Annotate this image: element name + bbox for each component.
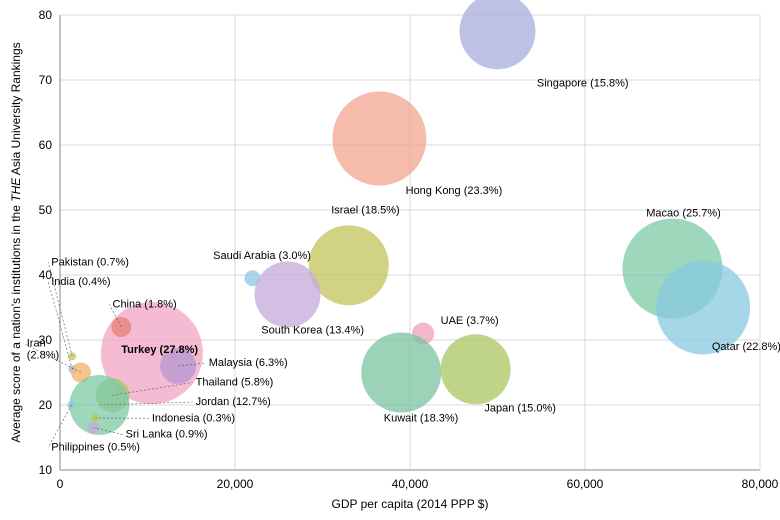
bubble-hong-kong	[332, 92, 426, 186]
bubble-label: Indonesia (0.3%)	[152, 412, 235, 424]
y-tick: 70	[39, 73, 53, 87]
bubble-israel	[309, 225, 389, 305]
bubble-kuwait	[361, 333, 441, 413]
bubble-label: Thailand (5.8%)	[196, 377, 274, 389]
bubble-label: China (1.8%)	[113, 299, 177, 311]
x-axis-label: GDP per capita (2014 PPP $)	[332, 497, 489, 511]
x-tick: 0	[57, 477, 64, 491]
bubble-label: South Korea (13.4%)	[261, 325, 364, 337]
bubble-label: Malaysia (6.3%)	[209, 357, 288, 369]
bubble-japan	[441, 334, 511, 404]
bubble-label: Jordan (12.7%)	[196, 396, 271, 408]
bubble-label: Japan (15.0%)	[484, 403, 556, 415]
y-tick: 10	[39, 463, 53, 477]
bubble-label: Hong Kong (23.3%)	[406, 185, 503, 197]
y-tick: 80	[39, 8, 53, 22]
bubble-label: Saudi Arabia (3.0%)	[213, 250, 311, 262]
y-tick: 30	[39, 333, 53, 347]
y-tick: 50	[39, 203, 53, 217]
bubble-chart: Singapore (15.8%) Hong Kong (23.3%) Israel…	[0, 0, 780, 520]
y-axis-label: Average score of a nation's institutions…	[9, 42, 23, 442]
bubble-label: Macao (25.7%)	[646, 208, 721, 220]
bubble-label: Israel (18.5%)	[331, 204, 399, 216]
bubble-label: Pakistan (0.7%)	[51, 256, 129, 268]
bubble-label: Sri Lanka (0.9%)	[126, 429, 208, 441]
bubble-label: UAE (3.7%)	[441, 315, 499, 327]
x-tick: 60,000	[567, 477, 604, 491]
bubble-label: Qatar (22.8%)	[712, 341, 780, 353]
x-tick: 20,000	[217, 477, 254, 491]
y-tick: 40	[39, 268, 53, 282]
x-tick: 40,000	[392, 477, 429, 491]
bubble-south-korea	[255, 262, 321, 328]
bubble-label: Kuwait (18.3%)	[384, 412, 459, 424]
bubble-label: India (0.4%)	[51, 276, 110, 288]
y-tick: 20	[39, 398, 53, 412]
y-tick: 60	[39, 138, 53, 152]
bubble-label: Turkey (27.8%)	[121, 344, 198, 356]
bubble-label: Philippines (0.5%)	[51, 442, 140, 454]
bubble-label: Singapore (15.8%)	[537, 78, 629, 90]
x-tick: 80,000	[742, 477, 779, 491]
